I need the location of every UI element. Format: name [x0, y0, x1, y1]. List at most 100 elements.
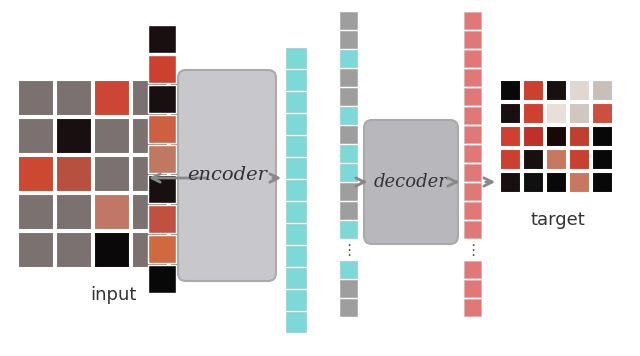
Bar: [18, 118, 54, 154]
Bar: [340, 145, 357, 162]
Bar: [148, 85, 176, 113]
Text: input: input: [90, 286, 136, 304]
Bar: [464, 261, 481, 278]
Bar: [286, 180, 306, 200]
FancyBboxPatch shape: [178, 70, 276, 281]
Bar: [286, 202, 306, 222]
Bar: [170, 156, 206, 192]
Bar: [546, 172, 567, 193]
Bar: [546, 80, 567, 101]
Bar: [18, 156, 54, 192]
Bar: [464, 126, 481, 143]
Bar: [340, 126, 357, 143]
Bar: [286, 312, 306, 332]
Bar: [148, 265, 176, 293]
Bar: [546, 149, 567, 170]
Bar: [56, 194, 92, 230]
Bar: [56, 118, 92, 154]
Bar: [56, 80, 92, 116]
Bar: [500, 149, 521, 170]
Bar: [464, 88, 481, 105]
Bar: [569, 172, 590, 193]
Bar: [340, 183, 357, 200]
Bar: [132, 194, 168, 230]
Bar: [286, 158, 306, 178]
Bar: [340, 261, 357, 278]
Bar: [340, 69, 357, 86]
Bar: [148, 25, 176, 53]
Bar: [286, 48, 306, 68]
Text: ⋮: ⋮: [465, 243, 480, 258]
Text: target: target: [530, 211, 585, 229]
Bar: [500, 103, 521, 124]
Bar: [56, 232, 92, 268]
Bar: [94, 156, 130, 192]
Bar: [464, 280, 481, 297]
Bar: [286, 290, 306, 310]
Bar: [148, 115, 176, 143]
Bar: [464, 202, 481, 219]
Bar: [523, 149, 544, 170]
Bar: [592, 126, 613, 147]
Text: decoder: decoder: [374, 173, 448, 191]
Bar: [546, 126, 567, 147]
Bar: [148, 175, 176, 203]
Bar: [464, 69, 481, 86]
Bar: [170, 80, 206, 116]
Bar: [340, 12, 357, 29]
Bar: [286, 92, 306, 112]
Bar: [500, 172, 521, 193]
Bar: [340, 50, 357, 67]
Bar: [592, 172, 613, 193]
Bar: [340, 280, 357, 297]
Bar: [170, 232, 206, 268]
Bar: [132, 118, 168, 154]
Bar: [340, 88, 357, 105]
Bar: [340, 107, 357, 124]
Bar: [464, 299, 481, 316]
Bar: [18, 194, 54, 230]
Text: encoder: encoder: [187, 167, 267, 184]
Bar: [523, 172, 544, 193]
Bar: [286, 246, 306, 266]
Bar: [464, 50, 481, 67]
Bar: [464, 107, 481, 124]
Bar: [18, 232, 54, 268]
Bar: [286, 114, 306, 134]
Bar: [340, 202, 357, 219]
Bar: [464, 31, 481, 48]
Bar: [340, 31, 357, 48]
Bar: [94, 194, 130, 230]
Bar: [340, 164, 357, 181]
Bar: [592, 103, 613, 124]
Bar: [132, 156, 168, 192]
Bar: [148, 235, 176, 263]
Text: ⋮: ⋮: [341, 243, 356, 258]
Bar: [286, 136, 306, 156]
Bar: [569, 80, 590, 101]
Bar: [132, 80, 168, 116]
Bar: [286, 224, 306, 244]
Bar: [148, 205, 176, 233]
Bar: [132, 232, 168, 268]
Bar: [464, 12, 481, 29]
Bar: [286, 268, 306, 288]
Bar: [148, 55, 176, 83]
Bar: [569, 103, 590, 124]
Bar: [170, 118, 206, 154]
Bar: [464, 164, 481, 181]
Bar: [94, 118, 130, 154]
Bar: [523, 103, 544, 124]
Bar: [500, 126, 521, 147]
Bar: [170, 194, 206, 230]
FancyBboxPatch shape: [364, 120, 458, 244]
Bar: [546, 103, 567, 124]
Bar: [340, 221, 357, 238]
Bar: [94, 80, 130, 116]
Bar: [569, 149, 590, 170]
Bar: [523, 126, 544, 147]
Bar: [148, 145, 176, 173]
Bar: [569, 126, 590, 147]
Bar: [592, 149, 613, 170]
Bar: [94, 232, 130, 268]
